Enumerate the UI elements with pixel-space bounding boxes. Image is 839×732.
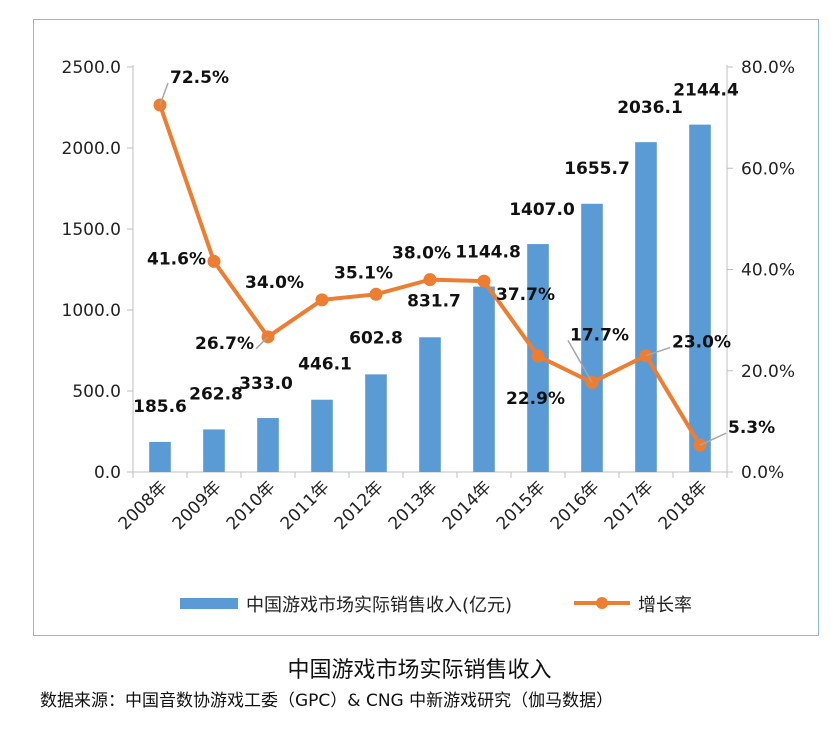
pct-value-label: 26.7% (195, 334, 254, 354)
x-tick-label: 2016年 (547, 477, 604, 534)
bar-2012年 (365, 374, 387, 472)
legend-line-marker (596, 597, 608, 609)
caption-title: 中国游戏市场实际销售收入 (287, 658, 552, 683)
bar-value-label: 1407.0 (509, 200, 575, 220)
y-right-tick-label: 80.0% (741, 58, 795, 78)
pct-value-label: 35.1% (334, 263, 393, 283)
pct-leader-line (645, 346, 671, 357)
legend: 中国游戏市场实际销售收入(亿元) 增长率 (180, 595, 692, 616)
bar-2009年 (203, 429, 225, 472)
bar-value-label: 1655.7 (564, 159, 630, 179)
bar-2014年 (473, 286, 495, 472)
growth-point-2015年 (531, 349, 545, 363)
y-right-tick-label: 40.0% (741, 261, 795, 281)
bar-value-label: 446.1 (298, 355, 352, 375)
legend-line-label: 增长率 (638, 595, 692, 616)
bar-2013年 (419, 337, 441, 472)
growth-point-2011年 (315, 293, 329, 307)
bar-value-label: 602.8 (349, 328, 403, 348)
bar-value-label: 2144.4 (673, 81, 739, 101)
legend-bar-label: 中国游戏市场实际销售收入(亿元) (246, 595, 512, 616)
pct-value-label: 37.7% (496, 285, 555, 305)
pct-leader-line (567, 340, 593, 383)
bar-2011年 (311, 399, 333, 472)
x-tick-label: 2010年 (223, 477, 280, 534)
growth-point-2014年 (477, 274, 491, 288)
y-left-tick-label: 2000.0 (62, 139, 121, 159)
pct-value-label: 22.9% (506, 389, 565, 409)
x-tick-label: 2017年 (601, 477, 658, 534)
y-left-tick-label: 0.0 (94, 463, 121, 483)
y-left-tick-label: 2500.0 (62, 58, 121, 78)
y-right-tick-label: 0.0% (741, 463, 784, 483)
pct-value-label: 34.0% (245, 273, 304, 293)
bar-value-label: 185.6 (133, 397, 187, 417)
bar-2010年 (257, 418, 279, 472)
pct-leader-line (699, 432, 727, 446)
chart-svg: 0.0 500.0 1000.0 1500.0 2000.0 2500.0 0.0% 20.0… (62, 58, 796, 616)
growth-point-2013年 (423, 273, 437, 287)
pct-leader-line (255, 336, 269, 350)
x-tick-label: 2009年 (169, 477, 226, 534)
bar-2008年 (149, 441, 171, 472)
y-right-tick-label: 20.0% (741, 362, 795, 382)
growth-point-2009年 (207, 254, 221, 268)
pct-value-label: 41.6% (147, 249, 206, 269)
caption-source: 数据来源：中国音数协游戏工委（GPC）& CNG 中新游戏研究（伽马数据） (40, 691, 614, 711)
pct-value-label: 17.7% (570, 325, 629, 345)
x-tick-label: 2014年 (439, 477, 496, 534)
x-tick-label: 2018年 (655, 477, 712, 534)
bar-value-label: 2036.1 (617, 98, 683, 118)
x-tick-label: 2012年 (331, 477, 388, 534)
pct-value-label: 5.3% (728, 418, 775, 438)
bar-value-label: 831.7 (407, 291, 461, 311)
y-right-tick-label: 60.0% (741, 159, 795, 179)
bar-value-label: 1144.8 (455, 243, 521, 263)
x-tick-label: 2013年 (385, 477, 442, 534)
pct-leader-line (159, 82, 169, 106)
x-tick-label: 2015年 (493, 477, 550, 534)
bar-2016年 (581, 203, 603, 472)
y-left-tick-label: 1500.0 (62, 220, 121, 240)
pct-value-label: 72.5% (170, 68, 229, 88)
bar-2017年 (635, 142, 657, 472)
bar-value-label: 262.8 (189, 384, 243, 404)
x-tick-label: 2008年 (115, 477, 172, 534)
pct-value-label: 38.0% (392, 244, 451, 264)
growth-point-2012年 (369, 287, 383, 301)
x-tick-label: 2011年 (277, 477, 334, 534)
bar-value-label: 333.0 (239, 374, 293, 394)
legend-bar-swatch (180, 598, 238, 609)
y-left-tick-label: 1000.0 (62, 301, 121, 321)
bar-2018年 (689, 124, 711, 472)
y-left-tick-label: 500.0 (72, 382, 121, 402)
pct-value-label: 23.0% (672, 333, 731, 353)
